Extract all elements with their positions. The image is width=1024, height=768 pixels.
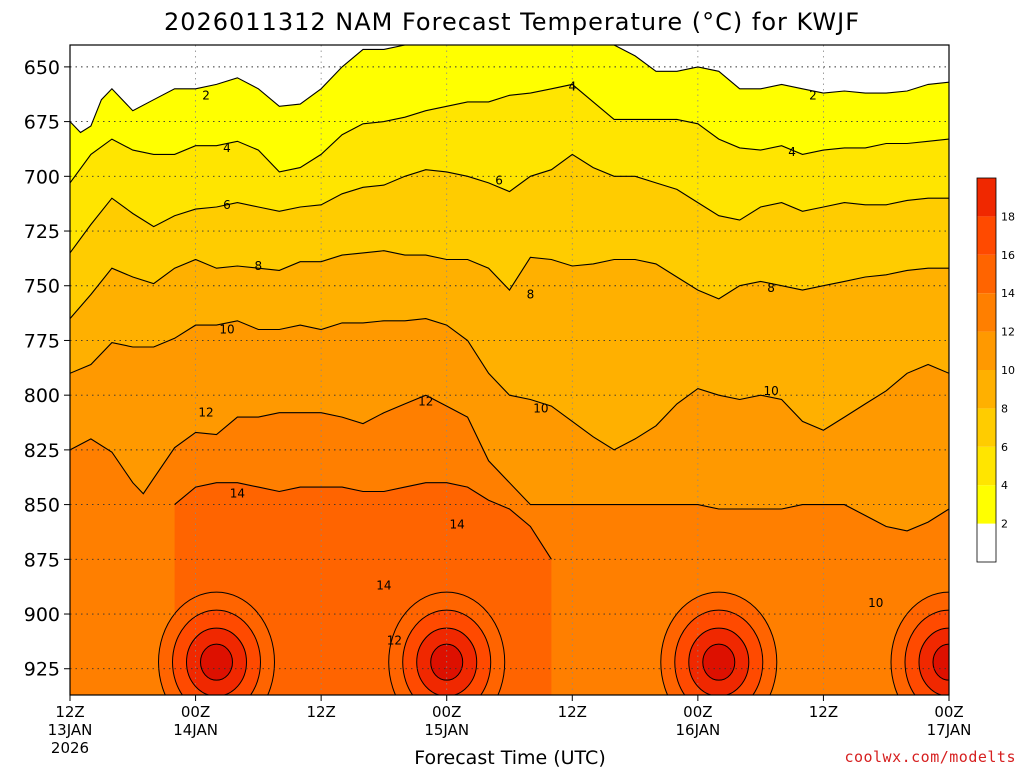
y-tick-label-725: 725 bbox=[24, 221, 60, 243]
contour-label-14: 14 bbox=[450, 517, 465, 531]
colorbar-swatch bbox=[977, 523, 996, 562]
colorbar-swatch bbox=[977, 293, 996, 332]
contour-label-12: 12 bbox=[198, 406, 213, 420]
contour-4 bbox=[70, 83, 949, 184]
colorbar-label-16: 16 bbox=[1001, 249, 1015, 262]
x-tick-year: 2026 bbox=[51, 739, 89, 757]
credit-text: coolwx.com/modelts bbox=[844, 748, 1016, 766]
contour-label-4: 4 bbox=[223, 141, 231, 155]
y-tick-label-875: 875 bbox=[24, 549, 60, 571]
warm-core-ring bbox=[200, 643, 233, 681]
x-tick-label: 00Z bbox=[432, 703, 461, 721]
x-tick-label: 12Z bbox=[558, 703, 587, 721]
x-tick-date: 17JAN bbox=[927, 721, 972, 739]
colorbar-swatch bbox=[977, 485, 996, 524]
contour-labels: 2 4 2 4 4 6 6 8 8 8 10 10 10 10 12 12 12 14 14 14 bbox=[198, 80, 883, 648]
x-tick-label: 00Z bbox=[181, 703, 210, 721]
x-tick-date: 14JAN bbox=[173, 721, 218, 739]
contour-label-14: 14 bbox=[376, 579, 391, 593]
contour-14 bbox=[174, 482, 552, 560]
y-tick-label-775: 775 bbox=[24, 330, 60, 352]
colorbar-swatch bbox=[977, 216, 996, 255]
colorbar-frame bbox=[976, 177, 997, 563]
contour-label-8: 8 bbox=[527, 287, 535, 301]
y-tick-label-825: 825 bbox=[24, 440, 60, 462]
warm-core-ring bbox=[932, 643, 949, 681]
colorbar-label-8: 8 bbox=[1001, 402, 1008, 415]
x-tick-label: 12Z bbox=[55, 703, 84, 721]
contour-12 bbox=[70, 394, 949, 532]
contour-label-4: 4 bbox=[568, 80, 576, 94]
y-tick-label-750: 750 bbox=[24, 276, 60, 298]
y-tick-label-900: 900 bbox=[24, 604, 60, 626]
contour-label-6: 6 bbox=[223, 198, 231, 212]
plot-frame bbox=[69, 44, 950, 696]
contour-label-8: 8 bbox=[767, 281, 775, 295]
y-tick-label-700: 700 bbox=[24, 166, 60, 188]
colorbar-label-6: 6 bbox=[1001, 441, 1008, 454]
contour-label-8: 8 bbox=[255, 259, 263, 273]
x-tick-label: 12Z bbox=[809, 703, 838, 721]
y-axis: 650 675 700 725 750 775 800 825 850 875 900 925 bbox=[24, 57, 70, 681]
colorbar-label-14: 14 bbox=[1001, 287, 1015, 300]
y-tick-label-925: 925 bbox=[24, 659, 60, 681]
colorbar-label-18: 18 bbox=[1001, 210, 1015, 223]
colorbar-swatch bbox=[977, 408, 996, 447]
colorbar-swatch bbox=[977, 370, 996, 409]
contour-label-10: 10 bbox=[868, 596, 883, 610]
contour-label-10: 10 bbox=[219, 323, 234, 337]
colorbar-label-12: 12 bbox=[1001, 326, 1015, 339]
colorbar-label-2: 2 bbox=[1001, 518, 1008, 531]
contour-label-6: 6 bbox=[495, 174, 503, 188]
contour-6 bbox=[70, 153, 949, 254]
contour-label-12: 12 bbox=[387, 633, 402, 647]
chart-title: 2026011312 NAM Forecast Temperature (°C)… bbox=[164, 8, 860, 36]
x-tick-date: 16JAN bbox=[675, 721, 720, 739]
y-tick-label-675: 675 bbox=[24, 112, 60, 134]
x-tick-date: 15JAN bbox=[424, 721, 469, 739]
contour-8 bbox=[70, 250, 949, 319]
warm-core-ring bbox=[702, 643, 736, 681]
color-scale-legend: 2 4 6 8 10 12 14 16 18 bbox=[976, 177, 1015, 563]
contour-label-10: 10 bbox=[763, 384, 778, 398]
contour-label-2: 2 bbox=[809, 88, 817, 102]
y-tick-label-800: 800 bbox=[24, 385, 60, 407]
colorbar-label-4: 4 bbox=[1001, 479, 1008, 492]
colorbar-swatch bbox=[977, 178, 996, 217]
colorbar-label-10: 10 bbox=[1001, 364, 1015, 377]
colorbar-swatch bbox=[977, 331, 996, 370]
x-axis-title: Forecast Time (UTC) bbox=[414, 747, 605, 768]
contour-label-2: 2 bbox=[202, 88, 210, 102]
contour-lines bbox=[70, 45, 949, 560]
contour-2 bbox=[70, 45, 949, 134]
contour-label-12: 12 bbox=[418, 395, 433, 409]
contour-10 bbox=[70, 318, 949, 451]
contour-label-10: 10 bbox=[533, 401, 548, 415]
x-tick-label: 12Z bbox=[306, 703, 335, 721]
x-tick-label: 00Z bbox=[683, 703, 712, 721]
colorbar-swatch bbox=[977, 254, 996, 294]
colorbar-swatch bbox=[977, 446, 996, 486]
y-tick-label-650: 650 bbox=[24, 57, 60, 79]
contour-label-4: 4 bbox=[788, 145, 796, 159]
y-tick-label-850: 850 bbox=[24, 495, 60, 517]
x-tick-label: 00Z bbox=[934, 703, 963, 721]
x-tick-date: 13JAN bbox=[48, 721, 93, 739]
contour-label-14: 14 bbox=[230, 487, 245, 501]
